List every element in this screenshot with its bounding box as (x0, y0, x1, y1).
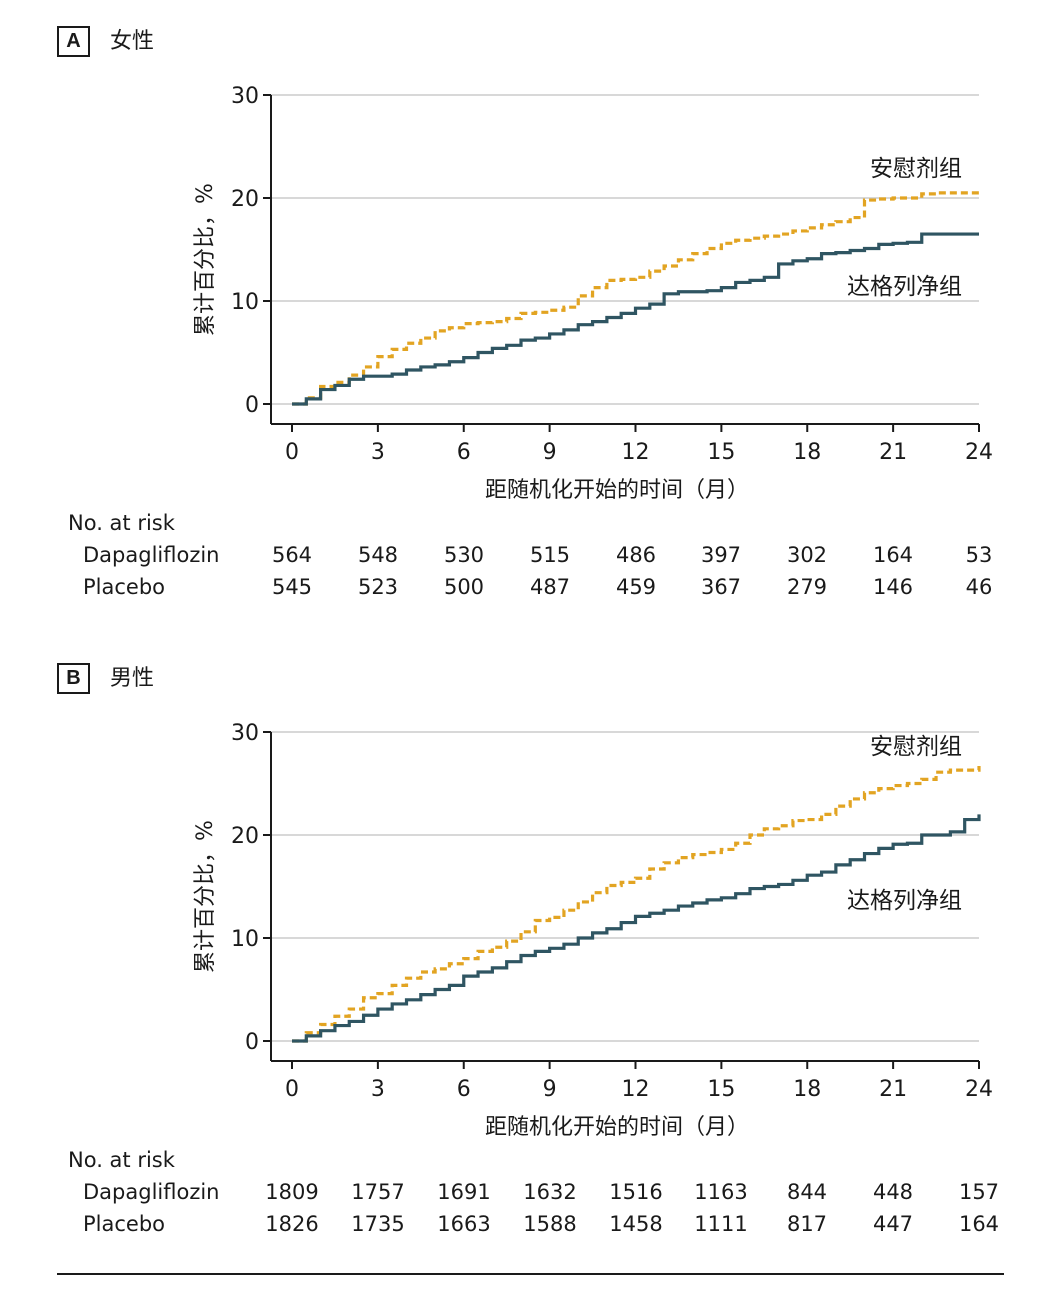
x-tick-label: 3 (371, 440, 385, 465)
risk-cell-dapagliflozin: 530 (443, 543, 485, 567)
panel-a: A 女性 0 10 20 30 0 3 6 9 12 15 18 21 24 距随机化开始的时间（月） 累计… (0, 0, 1040, 630)
risk-cell-placebo: 817 (786, 1212, 828, 1236)
x-tick-label: 21 (879, 440, 907, 465)
risk-cell-placebo: 1111 (694, 1212, 748, 1236)
risk-cell-placebo: 459 (615, 575, 657, 599)
panel-title: 男性 (110, 666, 155, 691)
panel-b: B 男性 0 10 20 30 0 3 6 9 12 15 18 21 24 距随机化开始的时间（月） 累计… (0, 637, 1040, 1267)
x-tick-label: 12 (622, 440, 650, 465)
risk-cell-placebo: 46 (965, 575, 993, 599)
x-tick-label: 9 (543, 440, 557, 465)
x-tick-label: 3 (371, 1077, 385, 1102)
bottom-rule (57, 1273, 1004, 1275)
x-tick-label: 21 (879, 1077, 907, 1102)
risk-cell-placebo: 367 (700, 575, 742, 599)
risk-cell-dapagliflozin: 1163 (694, 1180, 748, 1204)
risk-cell-dapagliflozin: 157 (958, 1180, 1000, 1204)
x-tick-label: 24 (965, 440, 993, 465)
series-placebo-line (292, 191, 979, 406)
risk-cell-dapagliflozin: 1809 (265, 1180, 319, 1204)
risk-cell-dapagliflozin: 1691 (437, 1180, 491, 1204)
risk-cell-dapagliflozin: 844 (786, 1180, 828, 1204)
risk-cell-dapagliflozin: 515 (529, 543, 571, 567)
risk-cell-dapagliflozin: 53 (965, 543, 993, 567)
risk-cell-placebo: 279 (786, 575, 828, 599)
panel-title: 女性 (110, 29, 155, 54)
x-tick-label: 18 (793, 440, 821, 465)
x-axis-title: 距随机化开始的时间（月） (485, 1115, 749, 1140)
y-tick-label: 10 (231, 290, 259, 315)
series-dapagliflozin-line (292, 232, 979, 406)
y-tick-label: 20 (231, 824, 259, 849)
x-tick-label: 9 (543, 1077, 557, 1102)
risk-row-label-dapagliflozin: Dapagliflozin (83, 1180, 220, 1204)
x-tick-label: 18 (793, 1077, 821, 1102)
panel-letter: B (57, 663, 90, 694)
risk-row-label-placebo: Placebo (83, 575, 166, 599)
risk-row-label-dapagliflozin: Dapagliflozin (83, 543, 220, 567)
risk-cell-dapagliflozin: 548 (357, 543, 399, 567)
x-tick-label: 0 (285, 1077, 299, 1102)
x-tick-label: 0 (285, 440, 299, 465)
x-tick-label: 6 (457, 1077, 471, 1102)
x-tick-label: 12 (622, 1077, 650, 1102)
risk-cell-dapagliflozin: 486 (615, 543, 657, 567)
y-tick-label: 20 (231, 187, 259, 212)
risk-cell-dapagliflozin: 1632 (523, 1180, 577, 1204)
x-axis-title: 距随机化开始的时间（月） (485, 478, 749, 503)
y-tick-label: 0 (245, 393, 259, 418)
x-tick-label: 15 (707, 1077, 735, 1102)
risk-cell-dapagliflozin: 1757 (351, 1180, 405, 1204)
risk-cell-placebo: 545 (271, 575, 313, 599)
risk-table-header: No. at risk (68, 511, 175, 535)
risk-cell-dapagliflozin: 302 (786, 543, 828, 567)
series-placebo-line (292, 765, 981, 1043)
y-tick-label: 0 (245, 1030, 259, 1055)
y-tick-label: 10 (231, 927, 259, 952)
x-tick-label: 6 (457, 440, 471, 465)
x-tick-label: 15 (707, 440, 735, 465)
risk-cell-placebo: 1588 (523, 1212, 577, 1236)
risk-cell-placebo: 447 (872, 1212, 914, 1236)
risk-cell-placebo: 164 (958, 1212, 1000, 1236)
series-dapagliflozin-line (292, 814, 981, 1043)
risk-cell-placebo: 1826 (265, 1212, 319, 1236)
risk-table-header: No. at risk (68, 1148, 175, 1172)
risk-cell-placebo: 1458 (609, 1212, 663, 1236)
y-tick-label: 30 (231, 84, 259, 109)
risk-cell-placebo: 500 (443, 575, 485, 599)
y-axis-title: 累计百分比，% (193, 820, 218, 973)
series-placebo-annotation: 安慰剂组 (870, 156, 962, 182)
risk-cell-placebo: 1663 (437, 1212, 491, 1236)
series-placebo-annotation: 安慰剂组 (870, 734, 962, 760)
panel-letter: A (57, 26, 90, 57)
risk-cell-placebo: 1735 (351, 1212, 405, 1236)
y-tick-label: 30 (231, 721, 259, 746)
risk-cell-dapagliflozin: 1516 (609, 1180, 663, 1204)
chart-a: 0 10 20 30 0 3 6 9 12 15 18 21 24 距随机化开始的时间（月） 累计百分比，%… (193, 84, 993, 503)
risk-cell-placebo: 146 (872, 575, 914, 599)
y-axis-title: 累计百分比，% (193, 183, 218, 336)
x-tick-label: 24 (965, 1077, 993, 1102)
risk-cell-placebo: 523 (357, 575, 399, 599)
chart-b: 0 10 20 30 0 3 6 9 12 15 18 21 24 距随机化开始的时间（月） 累计百分比，%… (193, 721, 993, 1140)
risk-cell-placebo: 487 (529, 575, 571, 599)
risk-row-label-placebo: Placebo (83, 1212, 166, 1236)
risk-cell-dapagliflozin: 164 (872, 543, 914, 567)
risk-cell-dapagliflozin: 397 (700, 543, 742, 567)
risk-cell-dapagliflozin: 448 (872, 1180, 914, 1204)
series-dapagliflozin-annotation: 达格列净组 (847, 274, 962, 300)
series-dapagliflozin-annotation: 达格列净组 (847, 888, 962, 914)
risk-cell-dapagliflozin: 564 (271, 543, 313, 567)
